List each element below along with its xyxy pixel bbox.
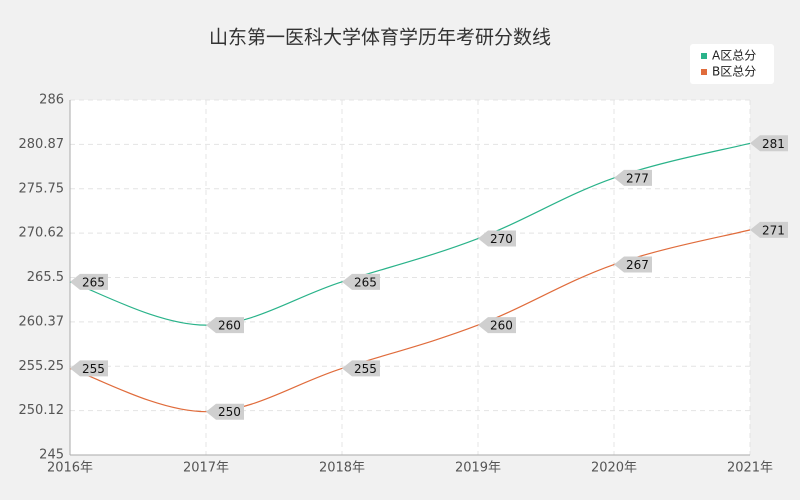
y-tick-label: 255.25 xyxy=(19,359,65,374)
y-tick-label: 286 xyxy=(39,93,64,108)
value-label-tag xyxy=(342,273,380,290)
y-tick-label: 250.12 xyxy=(19,403,65,418)
value-label-tag xyxy=(750,221,788,238)
y-tick-label: 260.37 xyxy=(19,314,65,329)
value-label-tag xyxy=(478,230,516,247)
value-label: 267 xyxy=(626,258,649,272)
value-label: 281 xyxy=(762,137,785,151)
value-label: 277 xyxy=(626,171,649,185)
value-label: 255 xyxy=(82,362,105,376)
value-label-tag xyxy=(70,360,108,377)
legend-swatch xyxy=(701,53,707,59)
legend-label: A区总分 xyxy=(712,49,756,63)
value-label: 260 xyxy=(490,319,513,333)
value-label: 260 xyxy=(218,319,241,333)
value-label-tag xyxy=(342,360,380,377)
x-tick-label: 2021年 xyxy=(727,461,773,476)
plot-area xyxy=(70,100,750,455)
value-label-tag xyxy=(478,317,516,334)
value-label-tag xyxy=(70,273,108,290)
value-label: 270 xyxy=(490,232,513,246)
value-label-tag xyxy=(750,135,788,152)
legend xyxy=(690,44,774,84)
x-tick-label: 2017年 xyxy=(183,461,229,476)
value-label: 265 xyxy=(82,275,105,289)
y-tick-label: 280.87 xyxy=(19,137,65,152)
chart-title: 山东第一医科大学体育学历年考研分数线 xyxy=(209,27,551,49)
legend-label: B区总分 xyxy=(712,65,756,79)
value-label: 271 xyxy=(762,223,785,237)
x-tick-label: 2019年 xyxy=(455,461,501,476)
value-label-tag xyxy=(614,169,652,186)
value-label-tag xyxy=(614,256,652,273)
y-tick-label: 245 xyxy=(39,448,64,463)
y-tick-label: 270.62 xyxy=(19,226,65,241)
x-tick-label: 2018年 xyxy=(319,461,365,476)
y-tick-label: 265.5 xyxy=(27,270,64,285)
x-tick-label: 2020年 xyxy=(591,461,637,476)
value-label: 265 xyxy=(354,275,377,289)
value-label-tag xyxy=(206,403,244,420)
x-tick-label: 2016年 xyxy=(47,461,93,476)
legend-swatch xyxy=(701,69,707,75)
value-label-tag xyxy=(206,317,244,334)
value-label: 250 xyxy=(218,405,241,419)
value-label: 255 xyxy=(354,362,377,376)
y-tick-label: 275.75 xyxy=(19,181,65,196)
